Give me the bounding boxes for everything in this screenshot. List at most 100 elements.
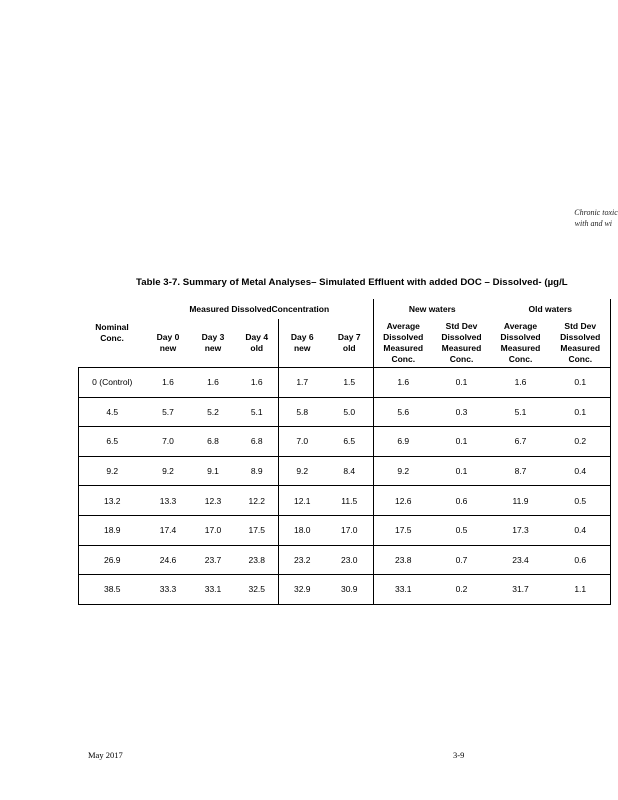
table-cell: 7.0 [145,426,191,457]
table-cell: 6.8 [235,426,279,457]
old-waters-group-header: Old waters [490,299,611,319]
table-cell: 17.0 [190,514,236,546]
table-cell: 1.5 [325,367,374,398]
table-cell: 11.9 [490,485,551,516]
table-cell: 1.6 [490,367,551,398]
nominal-conc-header: Nominal Conc. [78,299,146,368]
table-cell: 17.5 [373,514,433,546]
table-cell: 6.8 [190,426,236,457]
table-cell: 5.1 [490,396,551,427]
table-cell: 6.9 [373,426,433,457]
table-row: 0 (Control) 1.6 1.6 1.6 1.7 1.5 1.6 0.1 … [78,367,611,398]
table-cell: 30.9 [325,574,374,605]
table-cell: 5.2 [190,396,236,427]
table-cell: 0.1 [432,455,491,486]
table-cell: 8.9 [235,455,279,486]
table-cell: 12.6 [373,485,433,516]
table-cell: 0.4 [550,455,611,486]
table-cell: 5.7 [145,396,191,427]
table-cell: 0.4 [550,514,611,546]
table-cell: 0.1 [432,426,491,457]
table-cell: 23.2 [278,544,326,575]
table-row: 13.2 13.3 12.3 12.2 12.1 11.5 12.6 0.6 1… [78,485,611,516]
table-cell: 13.3 [145,485,191,516]
table-cell: 33.1 [373,574,433,605]
day-0-header: Day 0 new [145,319,191,368]
footer-page-number: 3-9 [453,750,465,760]
table-cell: 12.2 [235,485,279,516]
table-cell: 12.3 [190,485,236,516]
day-3-header: Day 3 new [190,319,236,368]
table-row: 38.5 33.3 33.1 32.5 32.9 30.9 33.1 0.2 3… [78,574,611,605]
row-label: 13.2 [78,485,146,516]
row-label: 6.5 [78,426,146,457]
row-label: 9.2 [78,455,146,486]
table-cell: 0.6 [432,485,491,516]
table-cell: 0.5 [550,485,611,516]
table-title: Table 3-7. Summary of Metal Analyses– Si… [136,277,568,288]
table-cell: 23.4 [490,544,551,575]
new-avg-dissolved-header: Average Dissolved Measured Conc. [373,319,433,368]
table-cell: 6.5 [325,426,374,457]
day-4-header: Day 4 old [235,319,279,368]
table-cell: 23.0 [325,544,374,575]
row-label: 4.5 [78,396,146,427]
table-cell: 5.1 [235,396,279,427]
header-row-columns: Day 0 new Day 3 new Day 4 old Day 6 new … [79,319,611,368]
table-cell: 1.6 [190,367,236,398]
table-cell: 0.6 [550,544,611,575]
table-cell: 31.7 [490,574,551,605]
table-cell: 23.8 [373,544,433,575]
table-cell: 24.6 [145,544,191,575]
table-cell: 5.8 [278,396,326,427]
table-cell: 9.2 [145,455,191,486]
table-header: Nominal Conc. Measured DissolvedConcentr… [78,299,611,368]
table-cell: 17.4 [145,514,191,546]
table-cell: 9.2 [373,455,433,486]
table-row: 9.2 9.2 9.1 8.9 9.2 8.4 9.2 0.1 8.7 0.4 [78,455,611,486]
table-cell: 1.6 [373,367,433,398]
metal-analyses-table: Nominal Conc. Measured DissolvedConcentr… [78,299,611,605]
table-cell: 12.1 [278,485,326,516]
table-cell: 0.3 [432,396,491,427]
table-cell: 1.7 [278,367,326,398]
row-label: 0 (Control) [78,367,146,398]
table-cell: 32.9 [278,574,326,605]
table-cell: 9.2 [278,455,326,486]
table-cell: 8.7 [490,455,551,486]
old-stddev-dissolved-header: Std Dev Dissolved Measured Conc. [550,319,611,368]
table-cell: 33.1 [190,574,236,605]
table-cell: 7.0 [278,426,326,457]
new-waters-group-header: New waters [408,303,456,314]
running-header: Chronic toxici with and wi [574,207,618,229]
table-cell: 0.2 [432,574,491,605]
running-header-line-2: with and wi [574,219,612,228]
table-row: 6.5 7.0 6.8 6.8 7.0 6.5 6.9 0.1 6.7 0.2 [78,426,611,457]
row-label: 26.9 [78,544,146,575]
table-cell: 11.5 [325,485,374,516]
table-cell: 0.2 [550,426,611,457]
old-avg-dissolved-header: Average Dissolved Measured Conc. [490,319,551,368]
table-cell: 23.7 [190,544,236,575]
table-cell: 6.7 [490,426,551,457]
table-cell: 5.6 [373,396,433,427]
measured-dissolved-group-header: Measured DissolvedConcentration [145,299,374,319]
table-cell: 0.1 [550,367,611,398]
row-label: 38.5 [78,574,146,605]
day-6-header: Day 6 new [278,319,326,368]
header-row-groups: Nominal Conc. Measured DissolvedConcentr… [78,299,611,368]
footer-date: May 2017 [88,750,123,760]
table-cell: 1.6 [235,367,279,398]
table-cell: 32.5 [235,574,279,605]
table-cell: 0.1 [432,367,491,398]
table-cell: 1.6 [145,367,191,398]
table-cell: 18.0 [278,514,326,546]
day-7-header: Day 7 old [325,319,374,368]
table-cell: 5.0 [325,396,374,427]
table-cell: 17.5 [235,514,279,546]
table-cell: 17.0 [325,514,374,546]
new-stddev-dissolved-header: Std Dev Dissolved Measured Conc. [432,319,491,368]
table-cell: 33.3 [145,574,191,605]
table-cell: 17.3 [490,514,551,546]
